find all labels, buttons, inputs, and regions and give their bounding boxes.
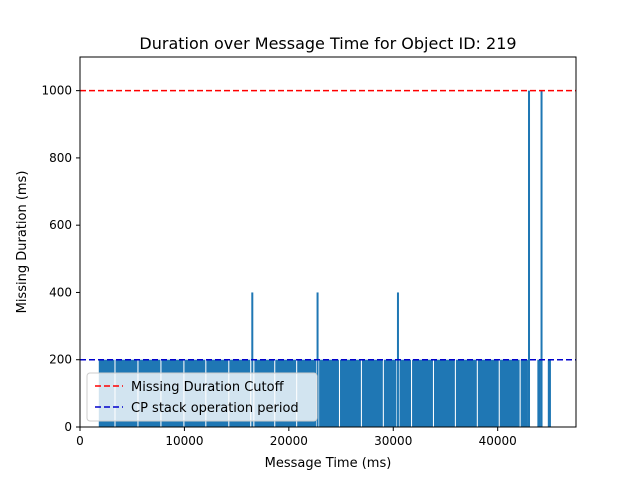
- legend-label-cp-period: CP stack operation period: [131, 401, 299, 416]
- x-tick-label: 20000: [270, 434, 308, 448]
- bar: [412, 359, 433, 427]
- bar: [520, 359, 528, 427]
- x-tick-label: 0: [76, 434, 84, 448]
- bar: [547, 359, 551, 427]
- bar: [319, 359, 339, 427]
- bar: [477, 359, 499, 427]
- legend-box: [86, 372, 318, 422]
- reference-lines: [80, 89, 576, 361]
- bar: [383, 359, 397, 427]
- x-axis-ticks: 0 10000 20000 30000 40000: [76, 427, 517, 448]
- x-tick-label: 30000: [374, 434, 412, 448]
- bar: [455, 359, 477, 427]
- x-tick-label: 40000: [479, 434, 517, 448]
- x-axis-label: Message Time (ms): [265, 456, 392, 471]
- spike-bar: [528, 90, 531, 428]
- bar: [433, 359, 455, 427]
- y-tick-label: 800: [49, 151, 72, 165]
- bar: [499, 359, 520, 427]
- bar: [399, 359, 412, 427]
- chart-title: Duration over Message Time for Object ID…: [139, 34, 516, 53]
- x-tick-label: 10000: [165, 434, 203, 448]
- y-axis-label: Missing Duration (ms): [15, 171, 30, 314]
- y-tick-label: 400: [49, 285, 72, 299]
- legend: Missing Duration Cutoff CP stack operati…: [86, 372, 318, 422]
- bar: [340, 359, 361, 427]
- y-axis-ticks: 0 200 400 600 800 1000: [41, 84, 80, 434]
- y-tick-label: 600: [49, 218, 72, 232]
- plot-frame: [79, 56, 577, 428]
- y-tick-label: 1000: [41, 84, 72, 98]
- bar: [361, 359, 383, 427]
- legend-label-cutoff: Missing Duration Cutoff: [131, 380, 285, 395]
- y-tick-label: 200: [49, 353, 72, 367]
- bar: [537, 359, 541, 427]
- y-tick-label: 0: [64, 420, 72, 434]
- spike-bar: [540, 90, 543, 428]
